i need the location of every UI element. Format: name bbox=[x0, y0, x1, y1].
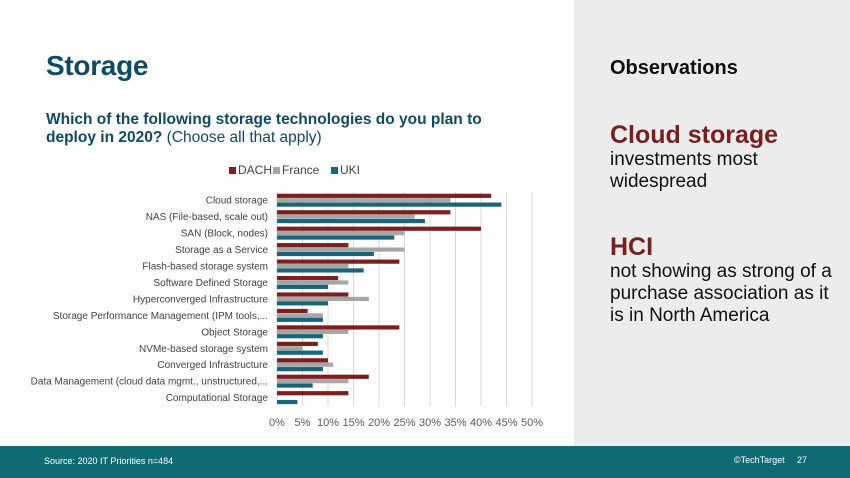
bar-dach bbox=[277, 275, 339, 281]
observation-text: not showing as strong of a purchase asso… bbox=[610, 261, 832, 326]
category-label: NAS (File-based, scale out) bbox=[146, 212, 268, 223]
bar-uki bbox=[277, 317, 323, 322]
bar-dach bbox=[277, 341, 318, 346]
bar-uki bbox=[277, 399, 298, 405]
bar-france bbox=[277, 247, 405, 252]
bar-france bbox=[277, 313, 323, 318]
bar-uki bbox=[277, 218, 425, 224]
x-tick-label: 50% bbox=[521, 417, 543, 429]
bar-france bbox=[277, 346, 303, 351]
observation-heading: HCI bbox=[610, 233, 654, 261]
bar-france bbox=[277, 280, 349, 285]
bar-uki bbox=[277, 334, 323, 339]
bar-france bbox=[277, 329, 349, 334]
bar-france bbox=[277, 379, 349, 384]
x-tick-label: 25% bbox=[393, 417, 415, 429]
bar-uki bbox=[277, 202, 502, 207]
x-tick-label: 10% bbox=[317, 417, 339, 429]
bar-dach bbox=[277, 259, 400, 264]
bar-uki bbox=[277, 350, 323, 355]
category-label: Converged Infrastructure bbox=[157, 360, 268, 371]
source-note: Source: 2020 IT Priorities n=484 bbox=[44, 456, 174, 466]
copyright-brand: ©TechTarget bbox=[734, 455, 785, 465]
observations-title: Observations bbox=[610, 57, 738, 79]
chart-bars bbox=[277, 193, 502, 405]
x-tick-label: 0% bbox=[269, 417, 285, 429]
category-label: Hyperconverged Infrastructure bbox=[133, 294, 269, 305]
question-text: Which of the following storage technolog… bbox=[46, 111, 482, 146]
x-tick-label: 15% bbox=[342, 417, 364, 429]
bar-uki bbox=[277, 383, 313, 388]
legend-swatch bbox=[273, 167, 280, 174]
question-note: (Choose all that apply) bbox=[166, 129, 322, 146]
category-label: NVMe-based storage system bbox=[139, 344, 268, 355]
x-tick-label: 40% bbox=[470, 417, 492, 429]
bar-france bbox=[277, 198, 451, 203]
bar-uki bbox=[277, 301, 328, 306]
survey-question: Which of the following storage technolog… bbox=[46, 111, 486, 147]
x-tick-label: 30% bbox=[419, 417, 441, 429]
observation-text: investments most widespread bbox=[610, 149, 758, 192]
observation-hci: HCI not showing as strong of a purchase … bbox=[610, 233, 840, 327]
category-label: Storage Performance Management (IPM tool… bbox=[53, 311, 268, 322]
chart-legend: DACH France UKI bbox=[229, 163, 360, 177]
bar-uki bbox=[277, 251, 374, 257]
bar-uki bbox=[277, 235, 395, 240]
legend-swatch bbox=[229, 167, 236, 174]
bar-dach bbox=[277, 292, 349, 297]
page-number: 27 bbox=[797, 455, 808, 465]
observation-cloud-storage: Cloud storage investments most widesprea… bbox=[610, 121, 840, 193]
category-label: SAN (Block, nodes) bbox=[181, 229, 268, 240]
x-tick-label: 35% bbox=[444, 417, 466, 429]
chart-category-labels: Cloud storage NAS (File-based, scale out)… bbox=[31, 196, 269, 404]
x-tick-label: 45% bbox=[495, 417, 517, 429]
legend-label: UKI bbox=[340, 163, 360, 177]
bar-dach bbox=[277, 391, 349, 396]
storage-bar-chart: DACH France UKI Cloud storage NAS (File-bas… bbox=[31, 163, 544, 429]
bar-uki bbox=[277, 367, 323, 372]
category-label: Flash-based storage system bbox=[142, 262, 268, 273]
bar-dach bbox=[277, 210, 451, 215]
category-label: Software Defined Storage bbox=[153, 278, 268, 289]
bar-france bbox=[277, 296, 369, 302]
bar-dach bbox=[277, 243, 349, 248]
bar-france bbox=[277, 231, 405, 236]
bar-dach bbox=[277, 325, 400, 330]
bar-dach bbox=[277, 226, 481, 231]
bar-dach bbox=[277, 374, 369, 379]
bar-uki bbox=[277, 284, 328, 289]
bar-france bbox=[277, 263, 349, 269]
category-label: Computational Storage bbox=[166, 393, 269, 404]
chart-tick-labels: 0% 5% 10% 15% 20% 25% 30% 35% 40% 45% 50% bbox=[269, 417, 543, 429]
x-tick-label: 5% bbox=[295, 417, 311, 429]
footer-bar: Source: 2020 IT Priorities n=484 ©TechTa… bbox=[0, 446, 850, 478]
bar-uki bbox=[277, 268, 364, 273]
slide-title: Storage bbox=[46, 50, 149, 81]
observation-heading: Cloud storage bbox=[610, 121, 779, 149]
category-label: Object Storage bbox=[201, 327, 268, 338]
bar-dach bbox=[277, 193, 492, 198]
observations-panel bbox=[574, 0, 850, 446]
legend-swatch bbox=[331, 167, 338, 174]
legend-label: DACH bbox=[238, 163, 272, 177]
bar-dach bbox=[277, 358, 328, 363]
legend-label: France bbox=[282, 163, 320, 177]
category-label: Data Management (cloud data mgmt., unstr… bbox=[31, 377, 268, 388]
bar-france bbox=[277, 214, 415, 219]
x-tick-label: 20% bbox=[368, 417, 390, 429]
category-label: Cloud storage bbox=[206, 196, 269, 207]
bar-dach bbox=[277, 308, 308, 314]
bar-france bbox=[277, 362, 334, 367]
category-label: Storage as a Service bbox=[175, 245, 268, 256]
